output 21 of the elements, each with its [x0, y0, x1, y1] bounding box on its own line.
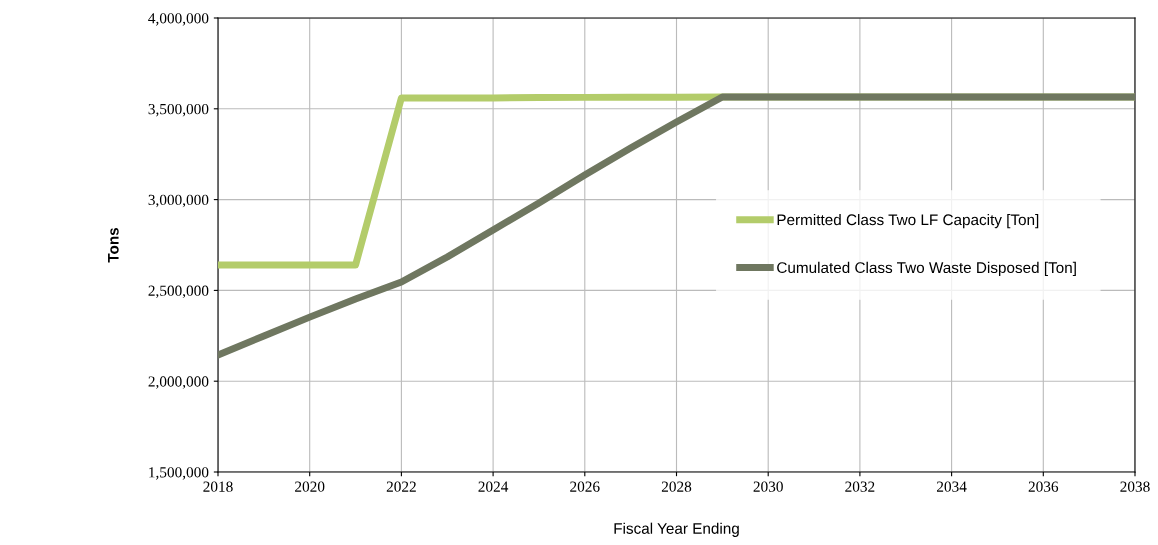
y-tick-label: 1,500,000 — [149, 467, 209, 480]
x-axis-title: Fiscal Year Ending — [614, 522, 739, 537]
y-tick-label: 2,000,000 — [148, 376, 209, 389]
x-tick-label: 2024 — [478, 481, 509, 492]
x-tick-label: 2036 — [1028, 481, 1059, 492]
x-tick-label: 2028 — [661, 481, 692, 492]
y-axis-title: Tons — [108, 227, 119, 263]
y-tick-label: 3,500,000 — [148, 103, 209, 117]
x-tick-label: 2032 — [845, 481, 875, 492]
x-tick-label: 2026 — [570, 481, 600, 492]
y-tick-label: 4,000,000 — [148, 13, 209, 26]
x-tick-label: 2038 — [1120, 481, 1150, 492]
y-tick-label: 3,000,000 — [148, 194, 209, 208]
x-tick-label: 2034 — [936, 481, 967, 492]
legend-label: Permitted Class Two LF Capacity [Ton] — [777, 213, 1039, 229]
y-tick-label: 2,500,000 — [148, 285, 209, 299]
x-tick-label: 2018 — [203, 481, 233, 492]
x-tick-label: 2030 — [753, 481, 783, 492]
x-tick-label: 2020 — [295, 481, 325, 492]
x-tick-label: 2022 — [386, 481, 416, 492]
legend-label: Cumulated Class Two Waste Disposed [Ton] — [777, 261, 1076, 277]
